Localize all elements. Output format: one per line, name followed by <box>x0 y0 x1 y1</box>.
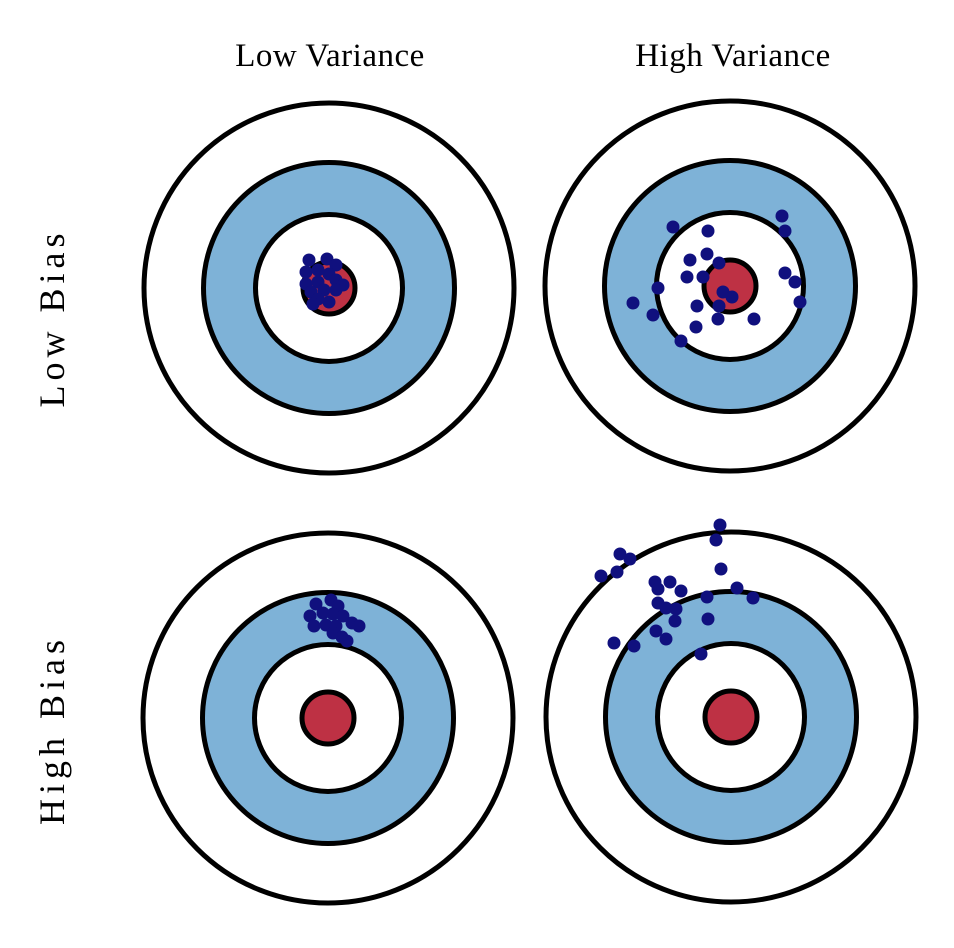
data-point <box>307 619 321 633</box>
data-point <box>659 601 673 615</box>
row-label-low-bias: Low Bias <box>32 229 72 408</box>
data-point <box>329 258 343 272</box>
target-high-bias-low-variance <box>140 530 516 906</box>
data-point <box>666 220 680 234</box>
data-point <box>669 602 683 616</box>
data-point <box>696 270 710 284</box>
data-point <box>793 295 807 309</box>
data-point <box>674 584 688 598</box>
data-point <box>775 209 789 223</box>
data-point <box>778 266 792 280</box>
data-point <box>689 320 703 334</box>
data-point <box>649 624 663 638</box>
data-point <box>309 597 323 611</box>
data-point <box>701 224 715 238</box>
data-point <box>651 582 665 596</box>
target-high-bias-high-variance <box>543 518 919 905</box>
data-point <box>712 299 726 313</box>
data-point <box>680 270 694 284</box>
data-point <box>725 290 739 304</box>
target-low-bias-high-variance <box>542 98 918 474</box>
column-title-low-variance: Low Variance <box>235 38 425 74</box>
data-point <box>683 253 697 267</box>
data-point <box>340 634 354 648</box>
target-low-bias-low-variance <box>141 100 517 476</box>
data-point <box>613 547 627 561</box>
data-point <box>610 565 624 579</box>
data-point <box>659 632 673 646</box>
column-title-high-variance: High Variance <box>635 38 831 74</box>
data-point <box>690 299 704 313</box>
data-point <box>607 636 621 650</box>
data-point <box>336 609 350 623</box>
row-label-high-bias: High Bias <box>32 635 72 825</box>
data-point <box>746 591 760 605</box>
data-point <box>714 562 728 576</box>
data-point <box>663 575 677 589</box>
data-point <box>747 312 761 326</box>
data-point <box>668 614 682 628</box>
data-point <box>730 581 744 595</box>
data-point <box>712 256 726 270</box>
data-point <box>626 296 640 310</box>
data-point <box>711 312 725 326</box>
data-point <box>694 647 708 661</box>
data-point <box>713 518 727 532</box>
data-point <box>788 275 802 289</box>
data-point <box>700 590 714 604</box>
data-point <box>326 607 340 621</box>
data-point <box>594 569 608 583</box>
data-point <box>303 609 317 623</box>
data-point <box>627 639 641 653</box>
data-point <box>674 334 688 348</box>
data-point <box>778 224 792 238</box>
data-point <box>299 265 313 279</box>
data-point <box>311 263 325 277</box>
data-point <box>651 281 665 295</box>
data-point <box>329 283 343 297</box>
targets-layer <box>140 98 919 906</box>
data-point <box>646 308 660 322</box>
data-point <box>701 612 715 626</box>
target-bullseye <box>701 257 759 315</box>
target-bullseye <box>702 688 760 746</box>
data-point <box>623 552 637 566</box>
data-point <box>700 247 714 261</box>
data-point <box>322 295 336 309</box>
target-bullseye <box>299 689 357 747</box>
data-point <box>316 606 330 620</box>
data-point <box>302 253 316 267</box>
data-point <box>352 619 366 633</box>
data-point <box>306 297 320 311</box>
data-point <box>709 533 723 547</box>
